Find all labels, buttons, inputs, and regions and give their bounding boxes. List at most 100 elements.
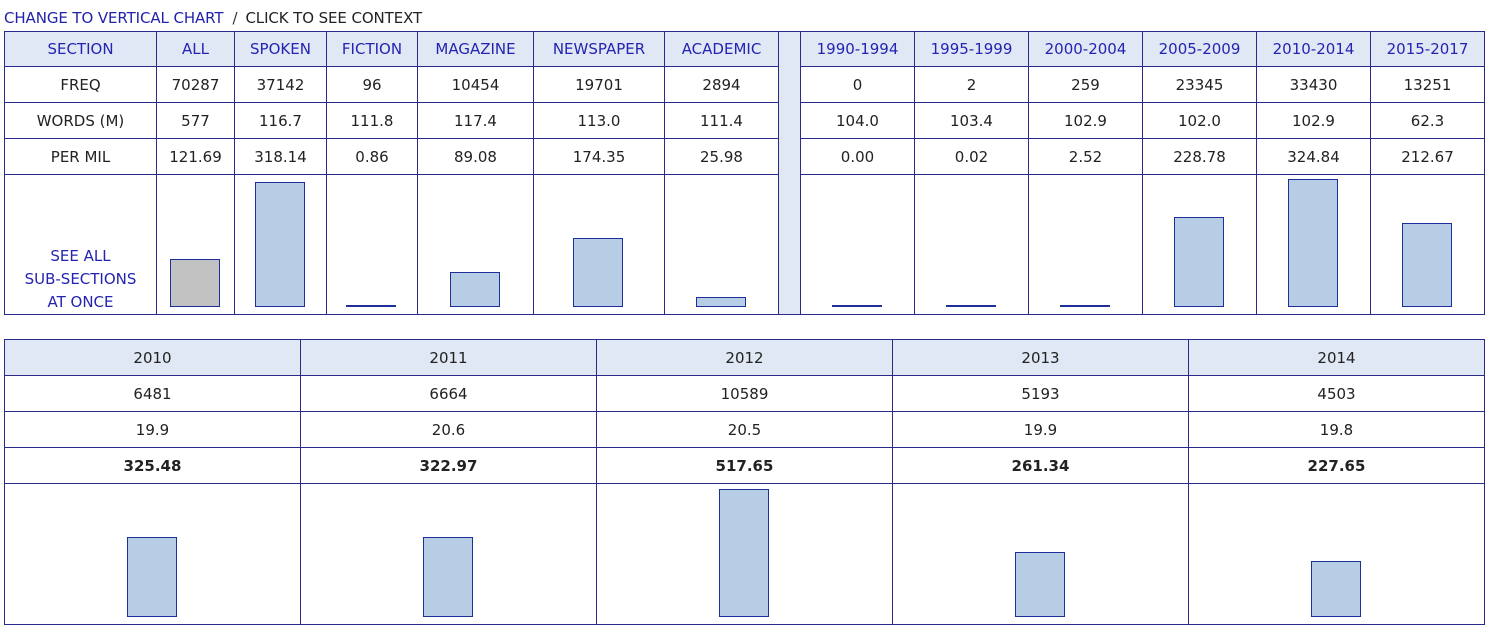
freq-label: FREQ <box>4 66 157 103</box>
per-mil-cell: 121.69 <box>156 138 235 175</box>
words-cell: 102.9 <box>1256 102 1371 139</box>
words-label: WORDS (M) <box>4 102 157 139</box>
bar-fiction[interactable] <box>346 305 396 307</box>
change-to-vertical-chart-link[interactable]: CHANGE TO VERTICAL CHART <box>4 9 224 27</box>
section-magazine-header[interactable]: MAGAZINE <box>417 31 534 67</box>
section-academic-header[interactable]: ACADEMIC <box>664 31 779 67</box>
freq-cell: 96 <box>326 66 418 103</box>
freq-cell: 13251 <box>1370 66 1485 103</box>
period-2015-2017-header[interactable]: 2015-2017 <box>1370 31 1485 67</box>
words-cell: 102.0 <box>1142 102 1257 139</box>
words-cell: 111.8 <box>326 102 418 139</box>
per-mil-cell: 212.67 <box>1370 138 1485 175</box>
words-cell: 20.5 <box>596 411 893 448</box>
words-cell: 117.4 <box>417 102 534 139</box>
year-2014-header[interactable]: 2014 <box>1188 339 1485 376</box>
freq-cell: 0 <box>800 66 915 103</box>
words-cell: 113.0 <box>533 102 665 139</box>
freq-cell: 70287 <box>156 66 235 103</box>
per-mil-row: PER MIL 121.69 318.14 0.86 89.08 174.35 … <box>4 138 1485 175</box>
freq-cell: 23345 <box>1142 66 1257 103</box>
per-mil-cell: 0.02 <box>914 138 1029 175</box>
period-1990-1994-header[interactable]: 1990-1994 <box>800 31 915 67</box>
years-per-mil-row: 325.48 322.97 517.65 261.34 227.65 <box>4 447 1485 484</box>
years-header-row: 2010 2011 2012 2013 2014 <box>4 339 1485 376</box>
words-cell: 20.6 <box>300 411 597 448</box>
see-all-line: SEE ALL <box>50 247 111 265</box>
freq-cell: 10454 <box>417 66 534 103</box>
freq-cell: 2894 <box>664 66 779 103</box>
per-mil-cell: 25.98 <box>664 138 779 175</box>
per-mil-cell: 318.14 <box>234 138 327 175</box>
per-mil-cell: 227.65 <box>1188 447 1485 484</box>
bar-2013[interactable] <box>1014 552 1065 617</box>
per-mil-cell: 89.08 <box>417 138 534 175</box>
period-1995-1999-header[interactable]: 1995-1999 <box>914 31 1029 67</box>
freq-cell: 6664 <box>300 375 597 412</box>
bar-2015-2017[interactable] <box>1401 223 1452 307</box>
bar-2010-2014[interactable] <box>1287 179 1338 307</box>
bar-2014[interactable] <box>1310 561 1361 617</box>
bar-newspaper[interactable] <box>573 238 623 307</box>
bars-row: SEE ALL SUB-SECTIONS AT ONCE <box>4 174 1485 315</box>
click-to-see-context-label[interactable]: CLICK TO SEE CONTEXT <box>245 9 423 27</box>
bar-spoken[interactable] <box>254 182 305 307</box>
years-freq-row: 6481 6664 10589 5193 4503 <box>4 375 1485 412</box>
bar-2010[interactable] <box>126 537 177 617</box>
section-all-header[interactable]: ALL <box>156 31 235 67</box>
section-fiction-header[interactable]: FICTION <box>326 31 418 67</box>
words-cell: 103.4 <box>914 102 1029 139</box>
words-row: WORDS (M) 577 116.7 111.8 117.4 113.0 11… <box>4 102 1485 139</box>
freq-cell: 33430 <box>1256 66 1371 103</box>
years-words-row: 19.9 20.6 20.5 19.9 19.8 <box>4 411 1485 448</box>
per-mil-cell: 261.34 <box>892 447 1189 484</box>
period-2000-2004-header[interactable]: 2000-2004 <box>1028 31 1143 67</box>
bar-2012[interactable] <box>718 489 769 617</box>
column-divider <box>778 31 801 315</box>
words-cell: 19.9 <box>892 411 1189 448</box>
bar-magazine[interactable] <box>449 272 500 307</box>
per-mil-cell: 324.84 <box>1256 138 1371 175</box>
sections-table: SECTION ALL SPOKEN FICTION MAGAZINE NEWS… <box>4 31 1485 315</box>
per-mil-cell: 2.52 <box>1028 138 1143 175</box>
section-newspaper-header[interactable]: NEWSPAPER <box>533 31 665 67</box>
words-cell: 116.7 <box>234 102 327 139</box>
words-cell: 102.9 <box>1028 102 1143 139</box>
year-2012-header[interactable]: 2012 <box>596 339 893 376</box>
bar-2005-2009[interactable] <box>1173 217 1224 307</box>
top-bar: CHANGE TO VERTICAL CHART / CLICK TO SEE CO… <box>4 9 422 27</box>
year-2013-header[interactable]: 2013 <box>892 339 1189 376</box>
per-mil-label: PER MIL <box>4 138 157 175</box>
year-2010-header[interactable]: 2010 <box>4 339 301 376</box>
per-mil-cell: 174.35 <box>533 138 665 175</box>
bar-2000-2004[interactable] <box>1059 305 1110 307</box>
per-mil-cell: 228.78 <box>1142 138 1257 175</box>
sections-header-row: SECTION ALL SPOKEN FICTION MAGAZINE NEWS… <box>4 31 1485 315</box>
freq-cell: 10589 <box>596 375 893 412</box>
section-header: SECTION <box>4 31 157 67</box>
freq-cell: 5193 <box>892 375 1189 412</box>
words-cell: 111.4 <box>664 102 779 139</box>
see-all-line: SUB-SECTIONS <box>24 270 137 288</box>
bar-2011[interactable] <box>422 537 473 617</box>
period-2010-2014-header[interactable]: 2010-2014 <box>1256 31 1371 67</box>
section-spoken-header[interactable]: SPOKEN <box>234 31 327 67</box>
freq-cell: 37142 <box>234 66 327 103</box>
bar-all[interactable] <box>169 259 220 307</box>
per-mil-cell: 0.00 <box>800 138 915 175</box>
per-mil-cell: 322.97 <box>300 447 597 484</box>
bar-academic[interactable] <box>695 297 746 307</box>
bar-1995-1999[interactable] <box>945 305 996 307</box>
words-cell: 62.3 <box>1370 102 1485 139</box>
words-cell: 19.8 <box>1188 411 1485 448</box>
see-all-subsections-link[interactable]: SEE ALL SUB-SECTIONS AT ONCE <box>4 174 157 315</box>
period-2005-2009-header[interactable]: 2005-2009 <box>1142 31 1257 67</box>
bar-1990-1994[interactable] <box>831 305 882 307</box>
years-table: 2010 2011 2012 2013 2014 6481 6664 10589… <box>4 339 1485 625</box>
freq-cell: 19701 <box>533 66 665 103</box>
per-mil-cell: 517.65 <box>596 447 893 484</box>
freq-cell: 2 <box>914 66 1029 103</box>
years-bars-row <box>4 483 1485 625</box>
freq-cell: 4503 <box>1188 375 1485 412</box>
year-2011-header[interactable]: 2011 <box>300 339 597 376</box>
